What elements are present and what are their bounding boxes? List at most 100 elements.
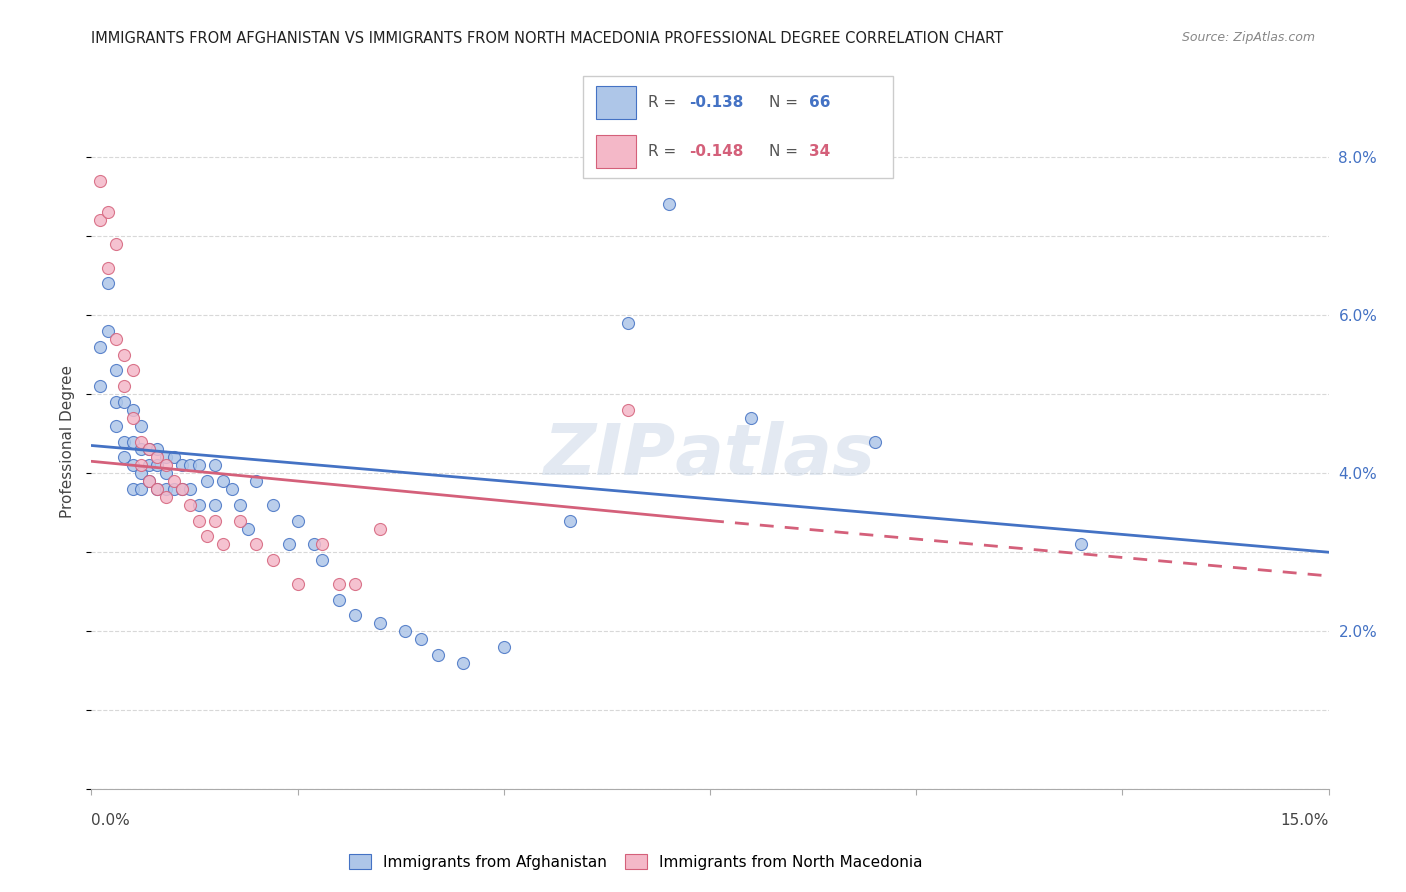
Point bbox=[97, 324, 120, 338]
Point bbox=[368, 616, 391, 631]
Point bbox=[138, 442, 160, 457]
Point bbox=[245, 537, 267, 551]
Point bbox=[658, 197, 681, 211]
Point bbox=[97, 260, 120, 275]
Point bbox=[344, 577, 367, 591]
Point bbox=[121, 482, 143, 496]
Point bbox=[129, 482, 152, 496]
Point bbox=[112, 450, 135, 465]
Point bbox=[121, 410, 143, 425]
Text: 15.0%: 15.0% bbox=[1281, 814, 1329, 828]
Point bbox=[212, 474, 235, 488]
Point bbox=[492, 640, 515, 654]
Point bbox=[146, 442, 169, 457]
Point bbox=[97, 277, 120, 291]
Point bbox=[311, 553, 333, 567]
Point bbox=[187, 498, 209, 512]
Point bbox=[172, 482, 194, 496]
Point bbox=[558, 514, 581, 528]
Point bbox=[112, 395, 135, 409]
Point bbox=[129, 434, 152, 449]
Point bbox=[155, 450, 177, 465]
Point bbox=[1070, 537, 1092, 551]
Point bbox=[105, 395, 128, 409]
Point bbox=[163, 482, 186, 496]
Point bbox=[278, 537, 301, 551]
Text: R =: R = bbox=[648, 145, 682, 160]
Point bbox=[155, 482, 177, 496]
Y-axis label: Professional Degree: Professional Degree bbox=[60, 365, 76, 518]
Text: 0.0%: 0.0% bbox=[91, 814, 131, 828]
Point bbox=[172, 458, 194, 473]
Point bbox=[89, 379, 111, 393]
Point bbox=[112, 347, 135, 362]
Point bbox=[187, 514, 209, 528]
Point bbox=[105, 418, 128, 433]
Point bbox=[204, 514, 226, 528]
Point bbox=[287, 514, 309, 528]
Point bbox=[138, 474, 160, 488]
Point bbox=[146, 458, 169, 473]
Point bbox=[138, 458, 160, 473]
Point bbox=[195, 529, 218, 543]
Point bbox=[138, 442, 160, 457]
Point bbox=[129, 442, 152, 457]
Point bbox=[89, 173, 111, 187]
Point bbox=[302, 537, 325, 551]
Point bbox=[245, 474, 267, 488]
Point bbox=[112, 434, 135, 449]
Point bbox=[368, 521, 391, 535]
Point bbox=[105, 363, 128, 377]
Point bbox=[105, 236, 128, 251]
Legend: Immigrants from Afghanistan, Immigrants from North Macedonia: Immigrants from Afghanistan, Immigrants … bbox=[343, 847, 928, 876]
Point bbox=[112, 379, 135, 393]
Point bbox=[105, 332, 128, 346]
FancyBboxPatch shape bbox=[583, 76, 893, 178]
Point bbox=[451, 656, 474, 670]
Point bbox=[426, 648, 449, 662]
Point bbox=[740, 410, 762, 425]
Point bbox=[616, 403, 638, 417]
Point bbox=[138, 474, 160, 488]
Point bbox=[311, 537, 333, 551]
Point bbox=[155, 490, 177, 504]
Point bbox=[204, 498, 226, 512]
Point bbox=[328, 592, 350, 607]
Point bbox=[262, 498, 284, 512]
Point bbox=[863, 434, 886, 449]
Text: IMMIGRANTS FROM AFGHANISTAN VS IMMIGRANTS FROM NORTH MACEDONIA PROFESSIONAL DEGR: IMMIGRANTS FROM AFGHANISTAN VS IMMIGRANT… bbox=[91, 31, 1004, 46]
Point bbox=[121, 458, 143, 473]
Text: 66: 66 bbox=[810, 95, 831, 110]
Point bbox=[146, 482, 169, 496]
Point bbox=[163, 450, 186, 465]
Point bbox=[344, 608, 367, 623]
Point bbox=[195, 474, 218, 488]
Point bbox=[394, 624, 416, 639]
Point bbox=[129, 458, 152, 473]
Point bbox=[187, 458, 209, 473]
Text: R =: R = bbox=[648, 95, 682, 110]
Point bbox=[236, 521, 259, 535]
Text: -0.138: -0.138 bbox=[689, 95, 742, 110]
Point bbox=[146, 482, 169, 496]
FancyBboxPatch shape bbox=[596, 136, 636, 168]
Point bbox=[179, 458, 201, 473]
Point bbox=[328, 577, 350, 591]
Point bbox=[229, 514, 252, 528]
Point bbox=[146, 450, 169, 465]
Point bbox=[172, 482, 194, 496]
FancyBboxPatch shape bbox=[596, 87, 636, 119]
Point bbox=[121, 363, 143, 377]
Text: 34: 34 bbox=[810, 145, 831, 160]
Text: Source: ZipAtlas.com: Source: ZipAtlas.com bbox=[1181, 31, 1315, 45]
Point bbox=[179, 498, 201, 512]
Point bbox=[163, 474, 186, 488]
Point bbox=[179, 482, 201, 496]
Point bbox=[262, 553, 284, 567]
Point bbox=[97, 205, 120, 219]
Text: N =: N = bbox=[769, 95, 803, 110]
Point bbox=[212, 537, 235, 551]
Point bbox=[121, 434, 143, 449]
Point bbox=[155, 458, 177, 473]
Text: ZIP​atlas: ZIP​atlas bbox=[544, 421, 876, 490]
